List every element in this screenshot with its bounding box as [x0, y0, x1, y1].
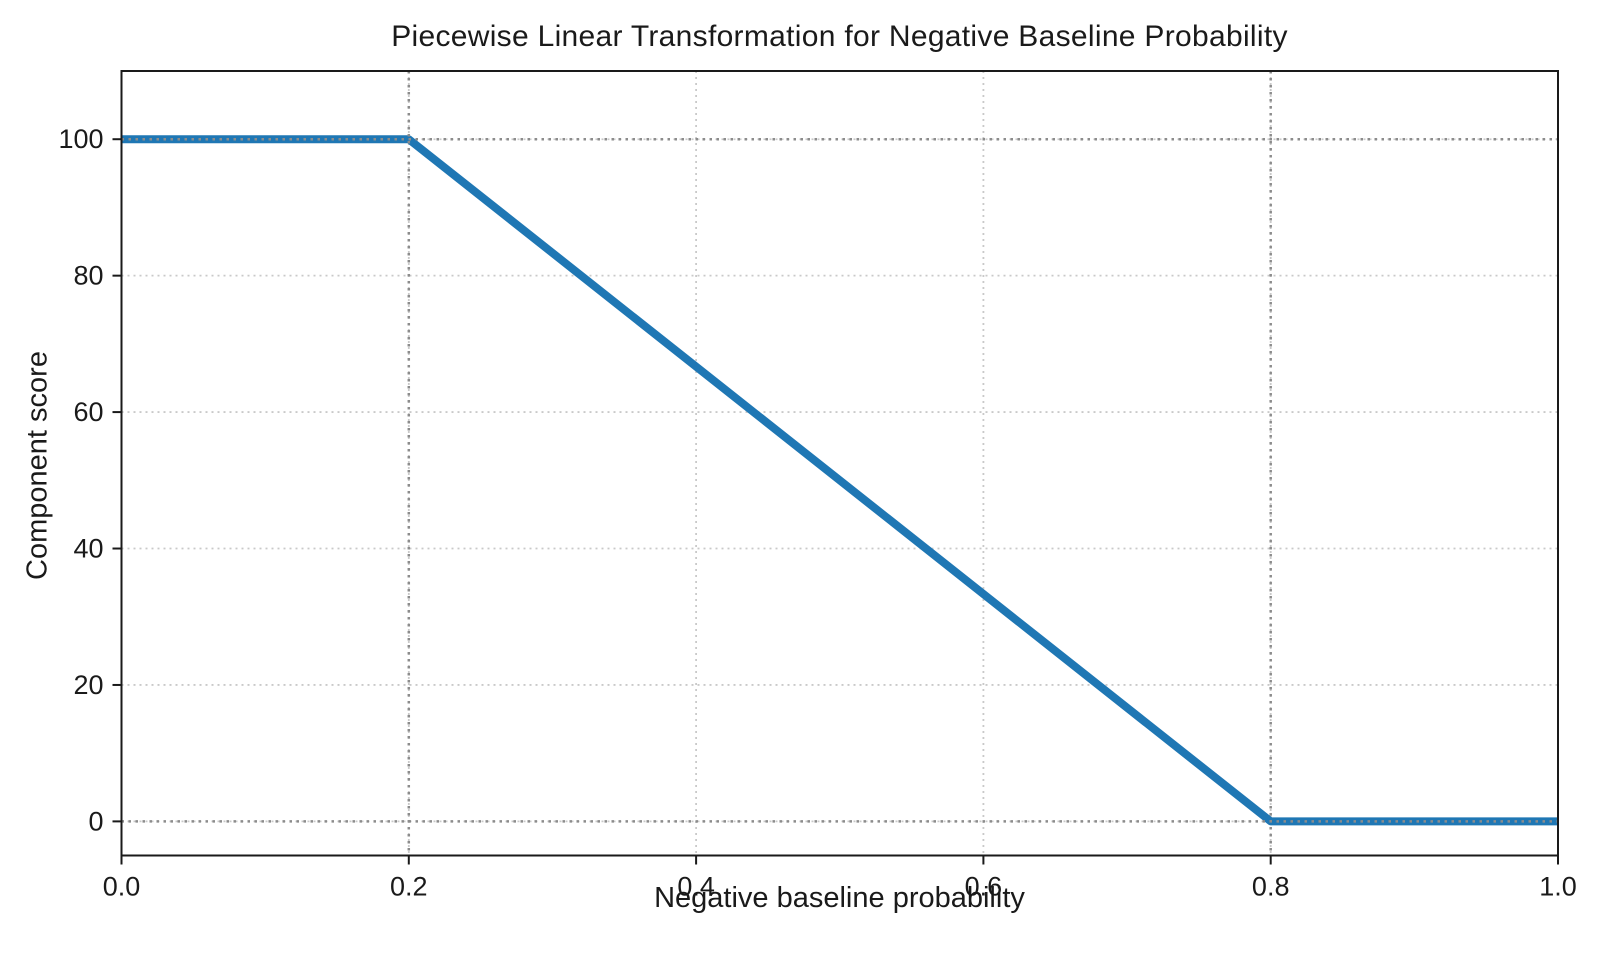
x-tick-label: 1.0 — [1539, 872, 1577, 902]
y-tick-label: 20 — [73, 670, 103, 700]
data-line — [121, 135, 1558, 826]
y-tick-label: 100 — [58, 124, 103, 154]
x-tick-label: 0.4 — [677, 872, 715, 902]
x-tick-label: 0.6 — [965, 872, 1003, 902]
x-tick-label: 0.0 — [103, 872, 141, 902]
x-tick-label: 0.8 — [1252, 872, 1290, 902]
plot-border — [120, 70, 1559, 857]
y-axis-label: Component score — [21, 351, 54, 580]
chart-title: Piecewise Linear Transformation for Nega… — [391, 20, 1288, 53]
y-tick-label: 80 — [73, 261, 103, 291]
y-tick-label: 60 — [73, 397, 103, 427]
x-axis-label: Negative baseline probability — [654, 882, 1025, 914]
y-tick-label: 0 — [88, 806, 103, 836]
x-tick-label: 0.2 — [390, 872, 428, 902]
y-tick-label: 40 — [73, 534, 103, 564]
